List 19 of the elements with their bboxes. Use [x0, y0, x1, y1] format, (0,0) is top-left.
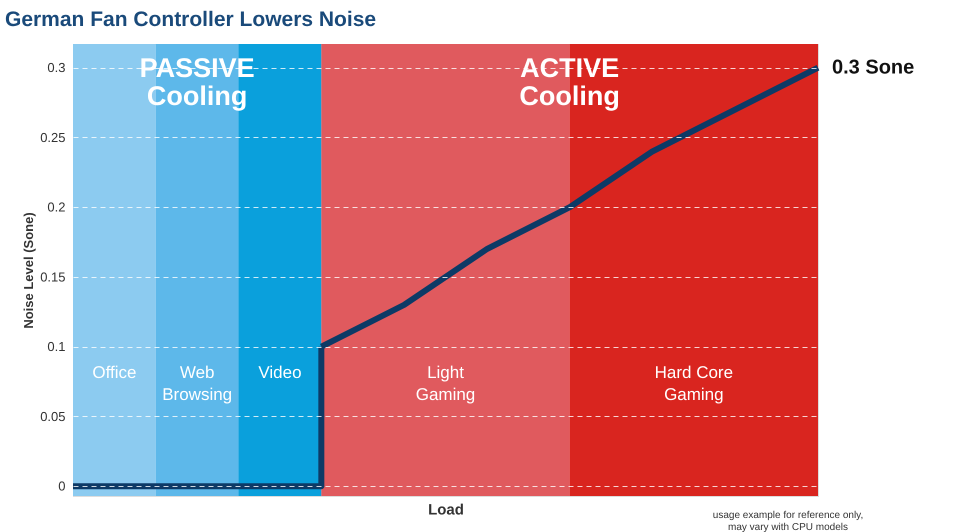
- text: 0.3 Sone: [832, 56, 914, 79]
- annotation: Office: [92, 363, 136, 382]
- y-tick-label: 0.2: [47, 200, 66, 215]
- text: usage example for reference only, may vary with CPU models: [712, 510, 864, 532]
- y-tick-label: 0.1: [47, 339, 66, 354]
- annotation: PASSIVE Cooling: [140, 53, 255, 111]
- annotation: Light Gaming: [416, 363, 476, 404]
- x-axis-title: Load: [428, 502, 464, 518]
- annotation: Video: [258, 363, 302, 382]
- y-axis-title: Noise Level (Sone): [21, 212, 36, 329]
- y-tick-label: 0.05: [40, 408, 66, 424]
- annotation: Web Browsing: [162, 363, 232, 404]
- annotation: ACTIVE Cooling: [519, 53, 620, 111]
- y-tick-label: 0: [58, 478, 66, 494]
- annotation: Hard Core Gaming: [654, 363, 734, 404]
- chart-title: German Fan Controller Lowers Noise: [5, 8, 376, 31]
- y-tick-label: 0.3: [47, 60, 66, 76]
- y-tick-label: 0.15: [40, 269, 66, 284]
- y-tick-label: 0.25: [40, 130, 66, 145]
